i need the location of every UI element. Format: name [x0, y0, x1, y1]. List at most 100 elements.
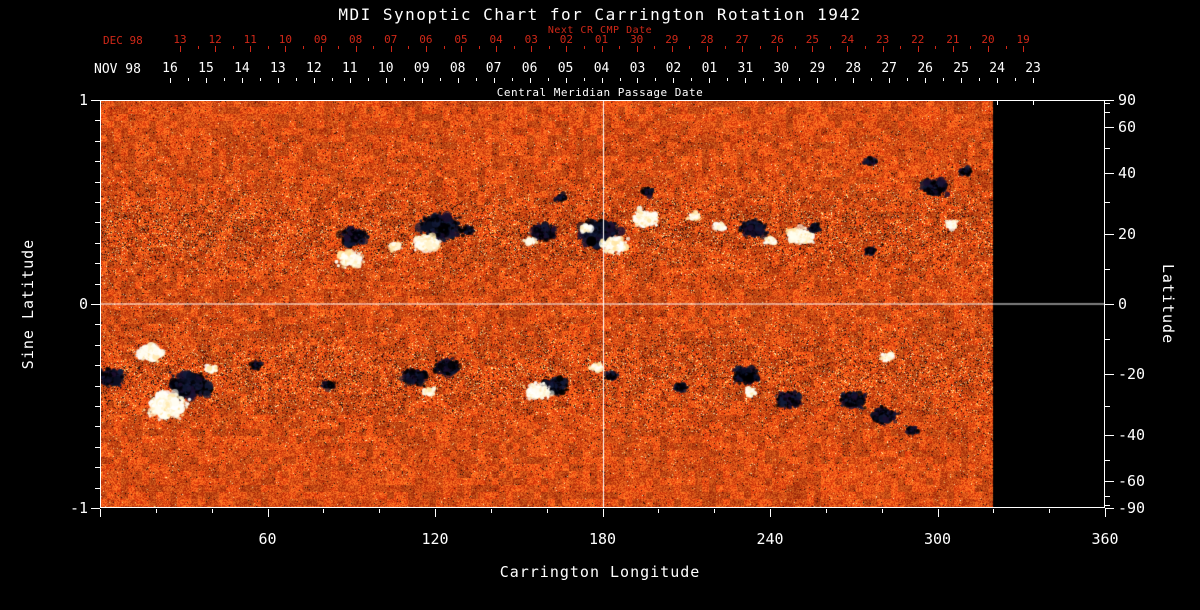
x-axis-minor-tick [546, 509, 548, 513]
dec-date-tick [250, 46, 252, 52]
right-tick-label: -60 [1118, 471, 1146, 490]
nov-date-label: 27 [881, 61, 898, 76]
dec-date-label: 03 [524, 33, 538, 46]
left-axis-minor-tick [95, 242, 100, 244]
dec-98-month-label: DEC 98 [103, 34, 143, 47]
dec-date-minor-tick [935, 46, 937, 49]
left-axis-minor-tick [95, 487, 100, 489]
dec-date-tick [355, 46, 357, 52]
left-axis-minor-tick [95, 140, 100, 142]
dec-date-tick [987, 46, 989, 52]
nov-date-tick [1033, 78, 1035, 83]
dec-date-tick [215, 46, 217, 52]
dec-date-minor-tick [654, 46, 656, 49]
right-axis-major-tick [1105, 373, 1114, 375]
nov-date-label: 30 [773, 61, 790, 76]
dec-date-tick [601, 46, 603, 52]
x-axis-minor-tick [714, 509, 716, 513]
x-axis-minor-tick [825, 509, 827, 513]
nov-date-minor-tick [223, 78, 225, 81]
right-axis-minor-tick [1105, 268, 1110, 270]
right-axis-major-tick [1105, 435, 1114, 437]
dec-date-tick [777, 46, 779, 52]
dec-date-tick [847, 46, 849, 52]
x-axis-minor-tick [658, 509, 660, 513]
dec-date-label: 11 [243, 33, 257, 46]
x-axis-title: Carrington Longitude [499, 563, 701, 581]
right-axis-minor-tick [1105, 103, 1110, 105]
nov-date-tick [781, 78, 783, 83]
nov-date-label: 16 [162, 61, 178, 76]
right-axis-minor-tick [1105, 202, 1110, 203]
left-axis-minor-tick [95, 263, 100, 265]
dec-date-tick [531, 46, 533, 52]
nov-date-label: 29 [809, 61, 826, 76]
dec-date-tick [952, 46, 954, 52]
nov-date-label: 13 [270, 61, 286, 76]
dec-date-minor-tick [408, 46, 410, 49]
right-tick-label: 60 [1118, 118, 1137, 137]
nov-date-minor-tick [799, 78, 801, 81]
nov-date-label: 03 [629, 61, 646, 76]
dec-date-tick [706, 46, 708, 52]
x-axis-major-tick [1105, 509, 1106, 517]
right-tick-label: 0 [1118, 295, 1128, 313]
left-axis-major-tick [91, 304, 100, 305]
dec-date-label: 04 [489, 33, 503, 46]
right-tick-label: 90 [1118, 91, 1137, 109]
chart-title: MDI Synoptic Chart for Carrington Rotati… [338, 5, 862, 24]
cmp-date-axis-title: Central Meridian Passage Date [496, 86, 704, 99]
nov-date-minor-tick [331, 78, 333, 81]
dec-date-tick [636, 46, 638, 52]
nov-date-label: 24 [989, 61, 1005, 76]
nov-date-minor-tick [475, 78, 477, 81]
nov-date-tick [889, 78, 891, 83]
nov-date-tick [817, 78, 819, 83]
dec-date-label: 05 [454, 33, 468, 46]
left-axis-minor-tick [95, 222, 100, 224]
left-axis-minor-tick [95, 283, 100, 285]
nov-date-tick [170, 78, 171, 83]
dec-date-label: 06 [419, 33, 433, 46]
dec-date-label: 29 [665, 33, 679, 46]
left-tick-label: 0 [78, 295, 88, 313]
dec-date-tick [882, 46, 884, 52]
nov-date-label: 07 [485, 61, 502, 76]
nov-date-tick [961, 78, 963, 83]
dec-date-tick [1023, 46, 1025, 52]
left-axis-title: Sine Latitude [19, 238, 37, 370]
right-tick-label: 40 [1118, 163, 1137, 182]
dec-date-minor-tick [689, 46, 691, 49]
dec-date-label: 25 [805, 33, 819, 46]
dec-date-minor-tick [548, 46, 550, 49]
left-axis-minor-tick [95, 181, 100, 183]
x-tick-label: 60 [258, 530, 277, 548]
x-axis-major-tick [267, 509, 269, 517]
dec-date-minor-tick [197, 46, 199, 49]
right-tick-label: -90 [1118, 499, 1146, 517]
left-axis-minor-tick [95, 202, 100, 203]
nov-date-label: 14 [234, 61, 250, 76]
nov-date-minor-tick [295, 78, 297, 81]
nov-98-month-label: NOV 98 [94, 62, 141, 77]
nov-date-minor-tick [1015, 78, 1017, 81]
dec-date-tick [425, 46, 427, 52]
x-tick-label: 120 [421, 530, 449, 548]
nov-date-minor-tick [547, 78, 549, 81]
nov-date-minor-tick [439, 78, 441, 81]
x-axis-minor-tick [379, 509, 381, 513]
dec-date-label: 02 [559, 33, 574, 46]
x-axis-minor-tick [993, 509, 995, 513]
nov-date-minor-tick [655, 78, 657, 81]
nov-date-minor-tick [619, 78, 621, 81]
right-axis-title: Latitude [1159, 263, 1177, 345]
nov-date-label: 23 [1025, 61, 1041, 76]
nov-date-label: 26 [917, 61, 933, 76]
x-tick-label: 240 [756, 530, 784, 548]
nov-date-tick [349, 78, 351, 83]
nov-date-tick [601, 78, 603, 83]
dec-date-minor-tick [970, 46, 972, 49]
nov-date-minor-tick [763, 78, 765, 81]
dec-date-tick [320, 46, 322, 52]
